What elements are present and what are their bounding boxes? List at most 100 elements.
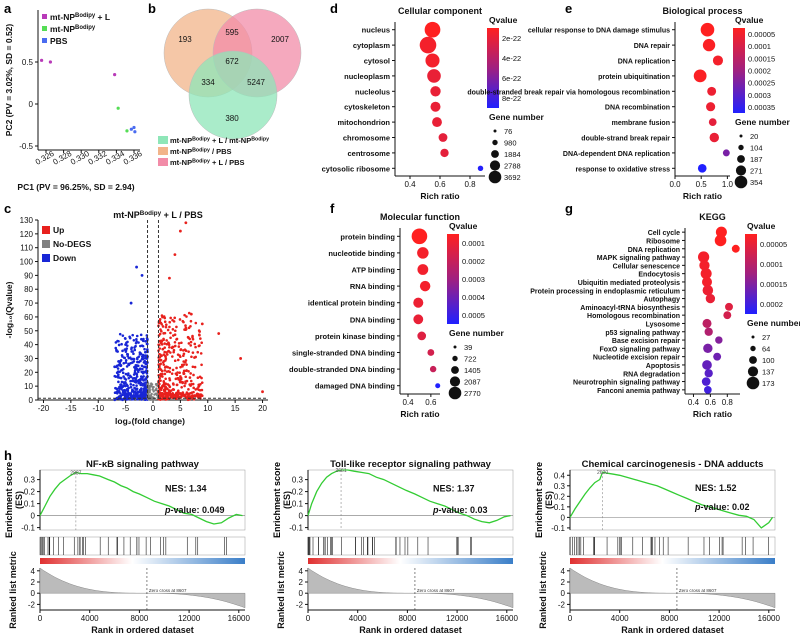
- e-category-label: double-stranded break repair via homolog…: [467, 89, 670, 96]
- f-bubble: [419, 280, 431, 292]
- d-qvalue-tick: 2e-22: [502, 34, 521, 43]
- c-point-up: [184, 375, 188, 379]
- f-qvalue-colorbar: [447, 234, 459, 324]
- g-size-legend-dot: [750, 345, 756, 352]
- g-category-label: Ubiquitin mediated proteolysis: [578, 280, 680, 287]
- f-size-legend-label: 2770: [464, 389, 481, 398]
- h2-es-tick-label: 0.1: [292, 500, 304, 509]
- c-point-up: [175, 325, 178, 329]
- h2-rank-ylabel: Ranked list metric: [276, 551, 286, 629]
- h2-xlabel: Rank in ordered dataset: [359, 625, 462, 635]
- g-size-legend-dot: [747, 366, 759, 377]
- e-qvalue-tick: 0.00005: [748, 30, 775, 39]
- e-bubble: [702, 38, 716, 52]
- g-category-label: Autophagy: [643, 297, 680, 304]
- g-size-legend-dot: [749, 356, 757, 364]
- c-point-up: [175, 383, 179, 387]
- c-point-up: [182, 371, 185, 375]
- g-category-label: Base excision repair: [612, 338, 680, 345]
- c-point-down: [138, 390, 142, 393]
- g-bubble: [725, 302, 733, 311]
- h3-rank-tick-label: -2: [558, 600, 566, 609]
- c-point-down: [124, 378, 128, 381]
- d-title: Cellular component: [398, 6, 482, 16]
- c-point-down: [146, 338, 149, 341]
- c-xtick-label: -10: [92, 404, 104, 413]
- c-point-up: [170, 372, 174, 375]
- h2-hits-frame: [307, 536, 514, 556]
- c-point-up: [182, 352, 186, 356]
- a-point: [129, 127, 133, 131]
- c-point-down: [142, 395, 146, 399]
- c-point-up: [181, 319, 185, 323]
- d-category-label: mitochondrion: [338, 118, 391, 127]
- a-point: [133, 130, 137, 134]
- c-point-up: [200, 388, 204, 392]
- g-bubble: [702, 284, 714, 296]
- c-point-up: [239, 357, 243, 360]
- d-category-label: nucleus: [362, 26, 390, 35]
- venn-region-count: 595: [225, 28, 239, 37]
- c-point-up: [190, 394, 194, 398]
- c-point-up: [194, 355, 197, 359]
- panel-label-h: h: [4, 448, 12, 463]
- c-point-up: [168, 325, 171, 329]
- panel-label-d: d: [330, 1, 338, 16]
- g-qvalue-tick: 0.00005: [760, 240, 787, 249]
- h1-xtick-label: 16000: [228, 614, 251, 623]
- e-xtick-label: 0.0: [669, 180, 681, 189]
- g-category-label: Cell cycle: [648, 230, 680, 237]
- c-point-down: [138, 367, 142, 371]
- c-legend-swatch: [42, 226, 50, 234]
- c-point-up: [164, 365, 167, 369]
- e-bubble: [709, 132, 719, 143]
- g-category-label: MAPK signaling pathway: [597, 255, 680, 262]
- c-point-down: [140, 398, 143, 401]
- g-bubble: [731, 244, 740, 253]
- c-point-up: [195, 392, 199, 396]
- d-xtick-label: 0.6: [434, 180, 446, 189]
- f-size-legend-dot: [453, 345, 457, 349]
- c-point-down: [115, 371, 119, 374]
- f-qvalue-tick: 0.0003: [462, 275, 485, 284]
- c-point-down: [118, 390, 121, 394]
- a-point: [132, 125, 136, 130]
- c-point-up: [185, 315, 188, 318]
- h1-xlabel: Rank in ordered dataset: [91, 625, 194, 635]
- f-size-legend-label: 1405: [464, 366, 481, 375]
- c-point-up: [161, 385, 164, 388]
- e-xtick-label: 0.5: [696, 180, 708, 189]
- g-size-legend-label: 27: [762, 333, 770, 342]
- c-ylabel: -log₁₀(Qvalue): [4, 281, 14, 338]
- c-point-down: [123, 356, 127, 360]
- d-size-legend-label: 3692: [504, 173, 521, 182]
- c-point-down: [124, 337, 127, 340]
- f-category-label: DNA binding: [350, 315, 396, 324]
- h1-es-frame: [39, 469, 246, 531]
- h3-es-tick-label: 0.2: [554, 492, 566, 501]
- c-xtick-label: -20: [38, 404, 50, 413]
- h2-pvalue: p-value: 0.03: [432, 505, 488, 515]
- e-size-title: Gene number: [735, 117, 790, 127]
- c-point-nodeg: [148, 386, 151, 389]
- c-point-down: [143, 359, 147, 363]
- h3-hits: [569, 537, 769, 555]
- c-point-up: [161, 325, 165, 328]
- c-point-up: [217, 332, 221, 335]
- g-qvalue-title: Qvalue: [747, 221, 776, 231]
- g-bubble: [697, 251, 710, 263]
- c-point-down: [115, 364, 119, 368]
- c-point-down: [126, 353, 130, 356]
- c-point-up: [165, 353, 169, 356]
- c-point-down: [121, 349, 124, 353]
- c-point-up: [184, 382, 187, 385]
- c-point-up: [169, 316, 172, 320]
- f-category-label: RNA binding: [350, 282, 396, 291]
- g-category-label: RNA degradation: [623, 371, 680, 378]
- c-point-up: [178, 379, 182, 383]
- c-point-down: [129, 383, 133, 386]
- c-point-up: [197, 344, 201, 348]
- c-point-up: [189, 344, 193, 347]
- e-size-legend-label: 20: [750, 132, 758, 141]
